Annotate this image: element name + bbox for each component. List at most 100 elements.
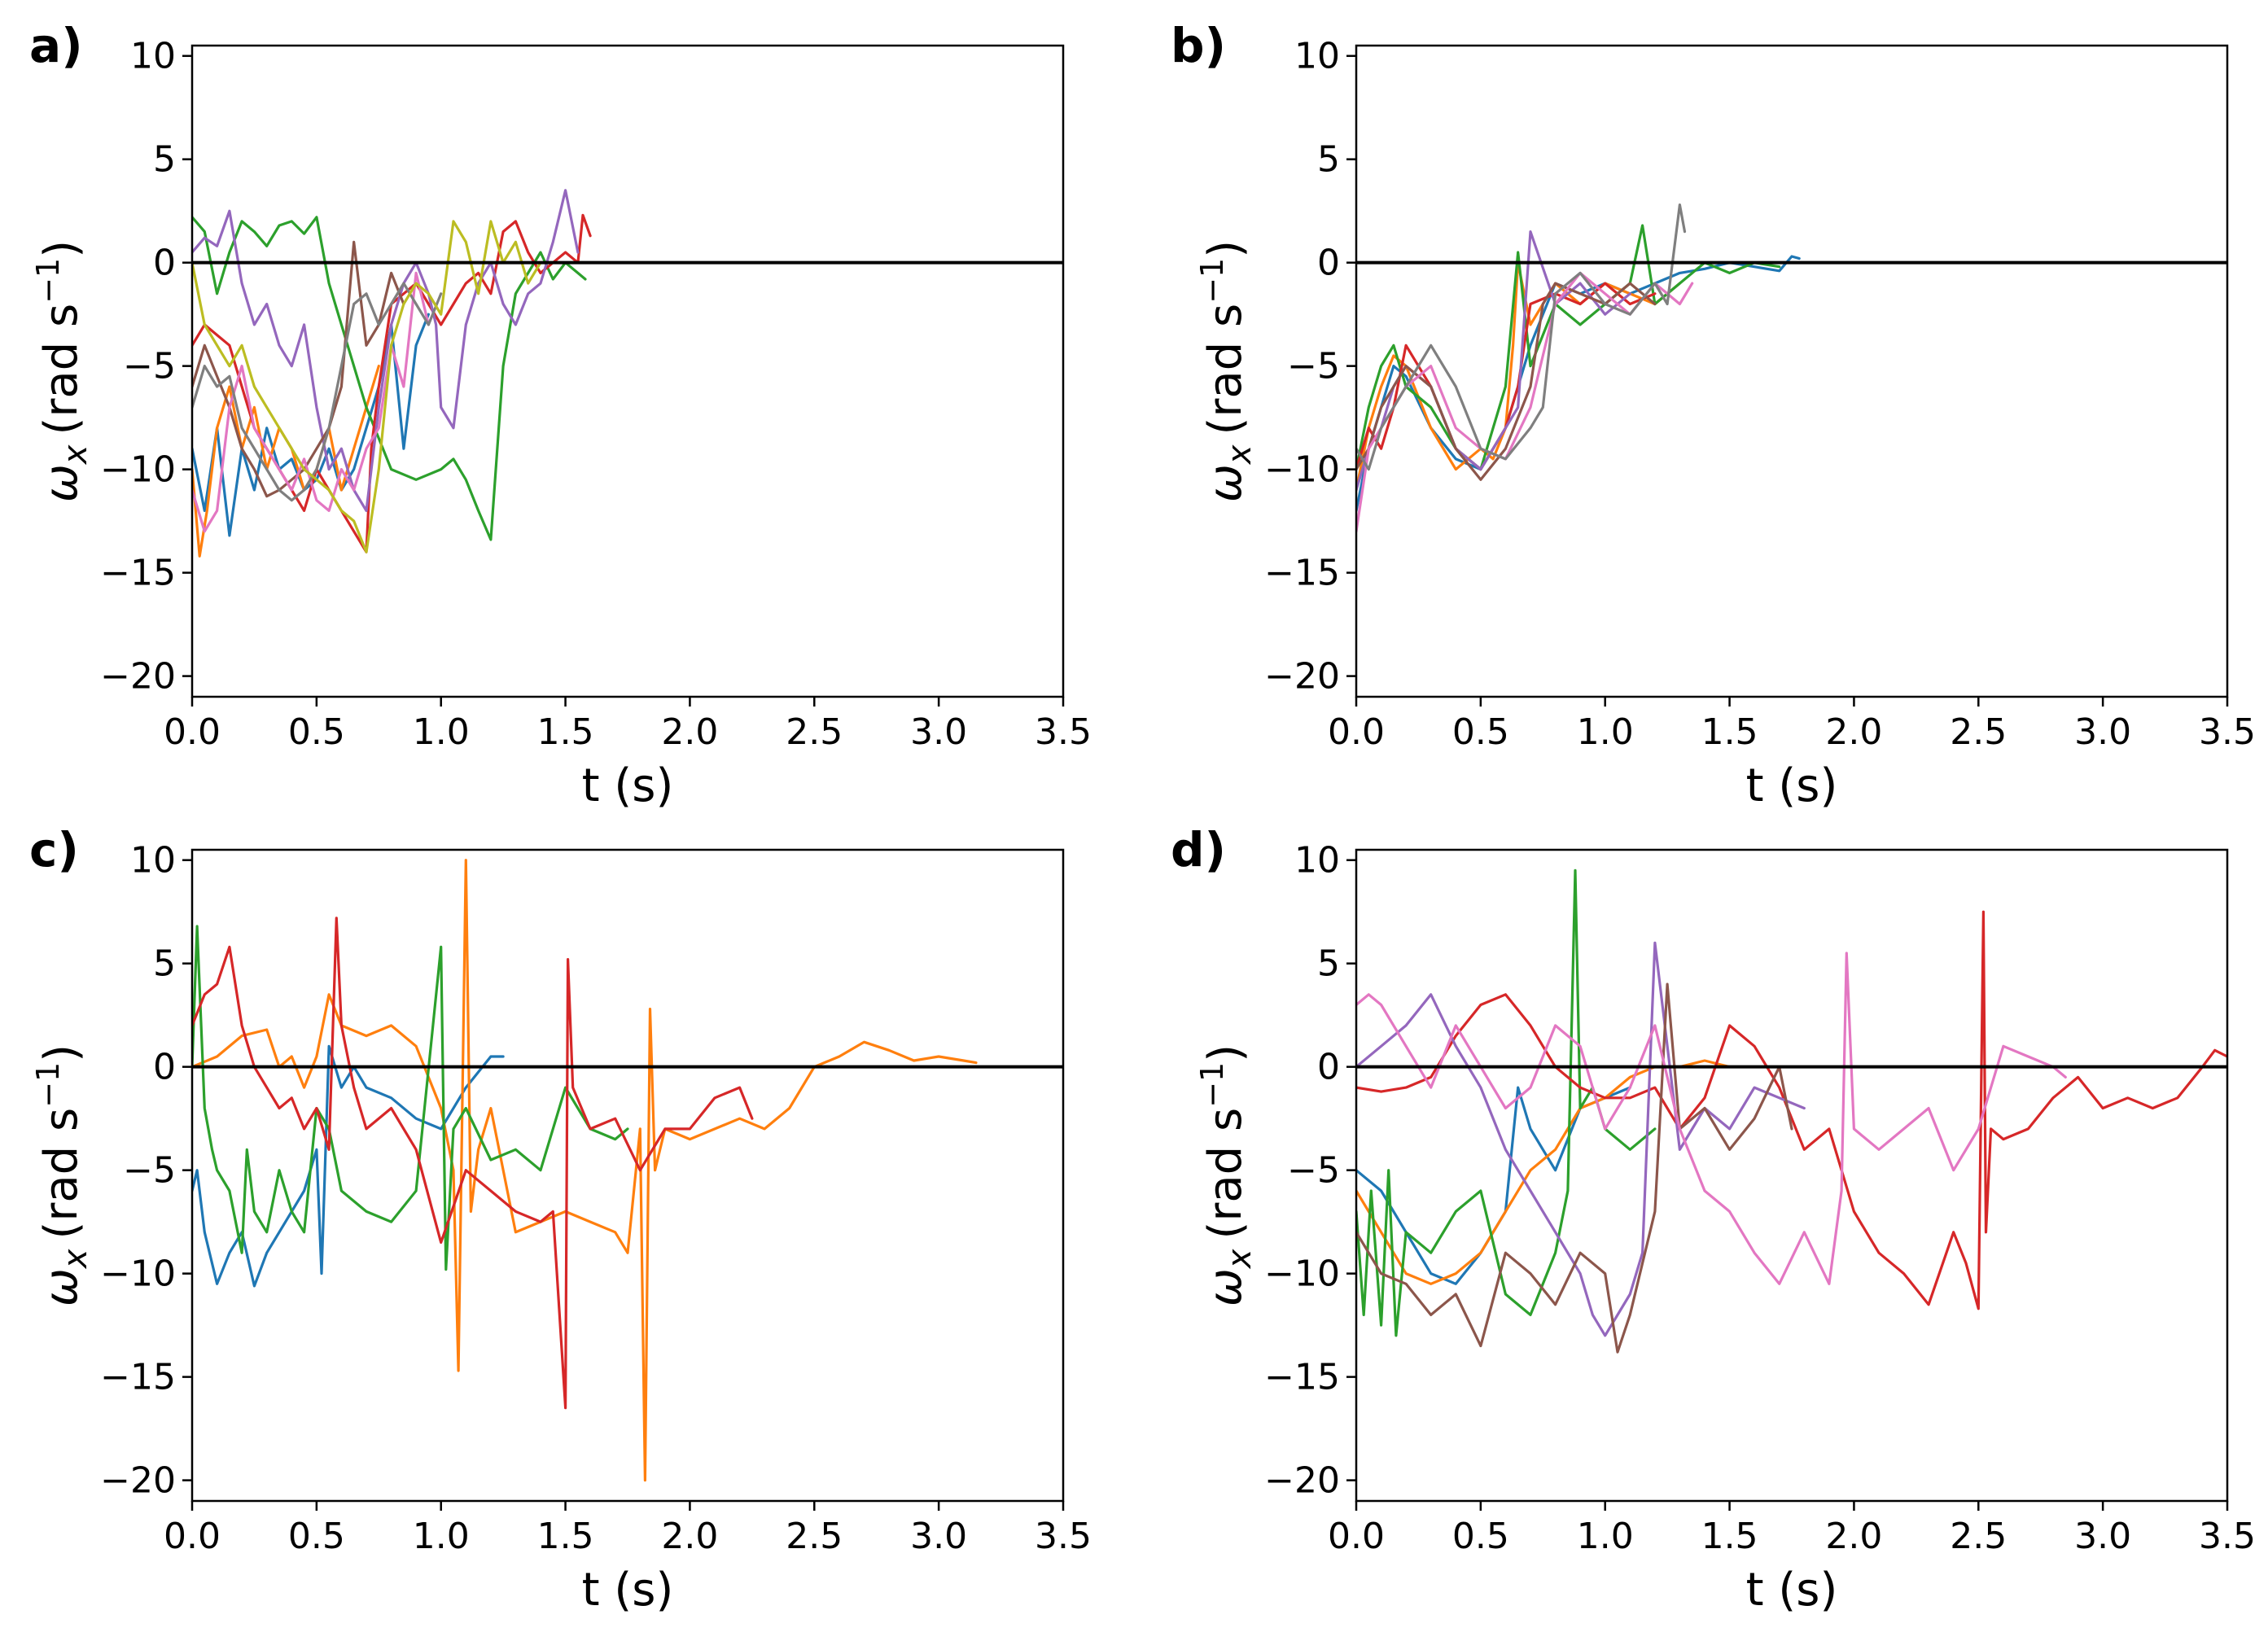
panel-a-ytick-label: 0 bbox=[153, 243, 176, 284]
panel-d-xlabel: t (s) bbox=[1746, 1564, 1838, 1617]
panel-c-ytick-label: 10 bbox=[130, 840, 176, 882]
panel-c-series-run-4 bbox=[192, 917, 754, 1410]
panel-a-xtick-label: 0.0 bbox=[164, 711, 221, 753]
panel-d-ytick-label: −15 bbox=[1264, 1357, 1340, 1398]
panel-b-ytick-label: −5 bbox=[1287, 346, 1340, 387]
panel-b-xtick-label: 1.5 bbox=[1701, 711, 1758, 753]
panel-d-ytick-label: −5 bbox=[1287, 1150, 1340, 1192]
panel-a-series-run-9 bbox=[192, 220, 542, 553]
panel-c-xtick-label: 0.0 bbox=[164, 1516, 221, 1557]
panel-b-xtick-label: 2.0 bbox=[1825, 711, 1882, 753]
panel-b-series-run-6 bbox=[1356, 282, 1657, 481]
panel-a-xtick-label: 1.0 bbox=[413, 711, 470, 753]
panel-c-series-run-3 bbox=[192, 925, 629, 1271]
panel-c-xtick-label: 0.5 bbox=[288, 1516, 345, 1557]
panel-b: b) 0.0 0.5 1.0 1.5 2.0 2.5 3.0 3.5 10 5 0 −5 −10 −15 −… bbox=[1171, 18, 2256, 812]
panel-a-xtick-label: 1.5 bbox=[537, 711, 594, 753]
panel-a-series-run-5 bbox=[192, 189, 580, 513]
panel-d-series-run-5 bbox=[1356, 941, 1806, 1337]
panel-d-axes-frame bbox=[1355, 848, 2229, 1503]
panel-b-xtick-label: 3.0 bbox=[2074, 711, 2131, 753]
panel-d-xtick-label: 2.0 bbox=[1825, 1516, 1882, 1557]
panel-d-series-run-6 bbox=[1356, 982, 1793, 1354]
panel-a: a) 0.0 0.5 1.0 1.5 2.0 2.5 3.0 3.5 10 5 0 −5 −10 −15 −… bbox=[29, 18, 1092, 812]
panel-a-series-run-8 bbox=[192, 282, 443, 502]
panel-c-xtick-label: 1.5 bbox=[537, 1516, 594, 1557]
panel-d-xtick-label: 2.5 bbox=[1950, 1516, 2007, 1557]
panel-b-ylabel: ωx(rad s−1) bbox=[1194, 240, 1259, 502]
panel-b-xlabel: t (s) bbox=[1746, 759, 1838, 812]
panel-d-xtick-label: 0.5 bbox=[1452, 1516, 1509, 1557]
panel-a-plot: 0.0 0.5 1.0 1.5 2.0 2.5 3.0 3.5 10 5 0 −5 −10 −15 −20 t… bbox=[30, 36, 1092, 812]
panel-d-xtick-label: 1.5 bbox=[1701, 1516, 1758, 1557]
panel-d-series-run-7 bbox=[1356, 952, 2067, 1285]
panel-b-plot: 0.0 0.5 1.0 1.5 2.0 2.5 3.0 3.5 10 5 0 −5 −10 −15 −20 t… bbox=[1194, 36, 2256, 812]
panel-c: c) 0.0 0.5 1.0 1.5 2.0 2.5 3.0 3.5 10 5 0 −5 −10 −15 −… bbox=[29, 822, 1092, 1617]
panel-d-ylabel: ωx(rad s−1) bbox=[1194, 1044, 1259, 1306]
panel-b-ytick-label: 10 bbox=[1294, 36, 1340, 77]
panel-a-axes-frame bbox=[190, 44, 1065, 698]
panel-d-letter: d) bbox=[1171, 822, 1226, 877]
panel-d-ytick-label: −10 bbox=[1264, 1254, 1340, 1295]
panel-b-series-group bbox=[1356, 203, 1801, 533]
panel-a-xtick-label: 0.5 bbox=[288, 711, 345, 753]
panel-d-xtick-label: 3.0 bbox=[2074, 1516, 2131, 1557]
panel-d: d) 0.0 0.5 1.0 1.5 2.0 2.5 3.0 3.5 10 5 0 −5 −10 −15 −… bbox=[1171, 822, 2256, 1617]
panel-c-series-group bbox=[192, 859, 978, 1482]
panel-a-ytick-label: −15 bbox=[100, 553, 176, 594]
panel-c-xtick-label: 3.0 bbox=[910, 1516, 967, 1557]
panel-b-ytick-label: 0 bbox=[1317, 243, 1340, 284]
panel-b-ytick-label: 5 bbox=[1317, 139, 1340, 181]
panel-d-xtick-label: 0.0 bbox=[1328, 1516, 1385, 1557]
panel-d-ytick-label: 10 bbox=[1294, 840, 1340, 882]
panel-a-xtick-label: 2.5 bbox=[786, 711, 843, 753]
panel-c-ytick-label: −15 bbox=[100, 1357, 176, 1398]
panel-c-ytick-label: −20 bbox=[100, 1460, 176, 1502]
panel-b-axes-frame bbox=[1355, 44, 2229, 698]
panel-c-letter: c) bbox=[29, 822, 79, 877]
panel-b-ytick-label: −10 bbox=[1264, 449, 1340, 491]
panel-a-ytick-label: −20 bbox=[100, 656, 176, 698]
panel-d-xtick-label: 1.0 bbox=[1577, 1516, 1634, 1557]
panel-d-ytick-label: 0 bbox=[1317, 1047, 1340, 1088]
panel-a-xtick-label: 2.0 bbox=[661, 711, 718, 753]
panel-a-ytick-label: −10 bbox=[100, 449, 176, 491]
panel-c-axes-frame bbox=[190, 848, 1065, 1503]
panel-b-ytick-label: −15 bbox=[1264, 553, 1340, 594]
panel-d-ytick-label: 5 bbox=[1317, 943, 1340, 985]
panel-a-series-run-3 bbox=[192, 216, 587, 541]
panel-a-ytick-label: 10 bbox=[130, 36, 176, 77]
panel-b-xtick-label: 1.0 bbox=[1577, 711, 1634, 753]
panel-a-ytick-label: −5 bbox=[123, 346, 176, 387]
panel-a-ylabel: ωx(rad s−1) bbox=[30, 240, 94, 502]
panel-a-series-run-4 bbox=[192, 213, 592, 553]
panel-d-series-group bbox=[1356, 869, 2227, 1354]
panel-c-plot: 0.0 0.5 1.0 1.5 2.0 2.5 3.0 3.5 10 5 0 −5 −10 −15 −20 t… bbox=[30, 840, 1092, 1617]
panel-c-xtick-label: 2.5 bbox=[786, 1516, 843, 1557]
panel-c-ytick-label: −5 bbox=[123, 1150, 176, 1192]
panel-c-xtick-label: 1.0 bbox=[413, 1516, 470, 1557]
panel-b-series-run-1 bbox=[1356, 255, 1801, 513]
panel-b-xtick-label: 0.0 bbox=[1328, 711, 1385, 753]
panel-d-ytick-label: −20 bbox=[1264, 1460, 1340, 1502]
panel-b-xtick-label: 0.5 bbox=[1452, 711, 1509, 753]
panel-a-xtick-label: 3.5 bbox=[1035, 711, 1092, 753]
panel-b-xtick-label: 3.5 bbox=[2199, 711, 2256, 753]
panel-d-series-run-4 bbox=[1356, 910, 2227, 1310]
panel-a-letter: a) bbox=[29, 18, 83, 73]
panel-c-xlabel: t (s) bbox=[582, 1564, 674, 1617]
panel-a-xlabel: t (s) bbox=[582, 759, 674, 812]
panel-b-letter: b) bbox=[1171, 18, 1226, 73]
panel-b-xtick-label: 2.5 bbox=[1950, 711, 2007, 753]
panel-d-xtick-label: 3.5 bbox=[2199, 1516, 2256, 1557]
panel-b-ytick-label: −20 bbox=[1264, 656, 1340, 698]
panel-c-ytick-label: 0 bbox=[153, 1047, 176, 1088]
panel-a-ytick-label: 5 bbox=[153, 139, 176, 181]
panel-c-ytick-label: −10 bbox=[100, 1254, 176, 1295]
panel-a-series-group bbox=[192, 189, 592, 558]
panel-c-xtick-label: 2.0 bbox=[661, 1516, 718, 1557]
panel-c-ytick-label: 5 bbox=[153, 943, 176, 985]
panel-b-series-run-8 bbox=[1356, 203, 1687, 471]
panel-c-xtick-label: 3.5 bbox=[1035, 1516, 1092, 1557]
